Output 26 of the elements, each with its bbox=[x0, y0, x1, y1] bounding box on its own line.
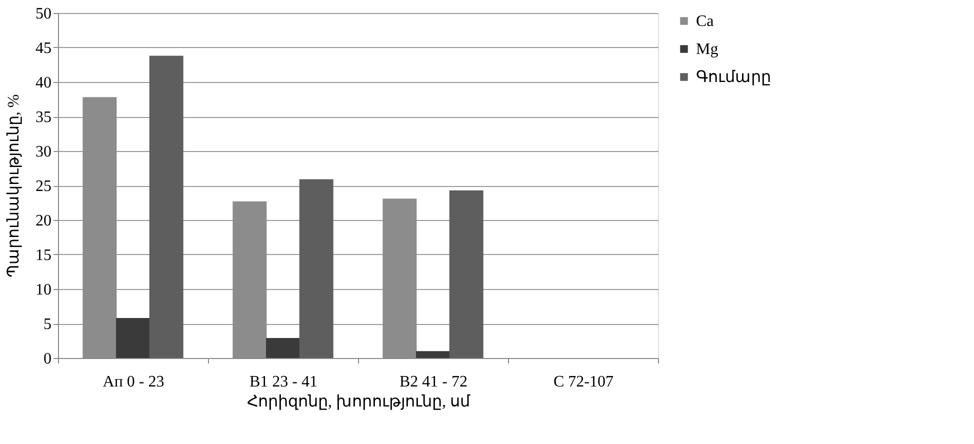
bar bbox=[116, 318, 150, 358]
y-tick-label: 20 bbox=[36, 212, 52, 230]
y-axis-title: Պարունակությունը, % bbox=[6, 94, 22, 278]
bar bbox=[266, 338, 300, 358]
y-tick-label: 30 bbox=[36, 144, 52, 160]
y-tick-label: 35 bbox=[36, 109, 52, 126]
legend-label: Գումարը bbox=[696, 69, 771, 86]
y-tick-label: 45 bbox=[36, 40, 52, 57]
x-tick-label: B2 41 - 72 bbox=[400, 374, 468, 390]
x-tick-label: B1 23 - 41 bbox=[250, 374, 318, 390]
y-tick-label: 50 bbox=[36, 6, 52, 22]
y-tick-label: 25 bbox=[36, 178, 52, 195]
bar bbox=[449, 190, 484, 358]
bar bbox=[299, 179, 334, 358]
legend-label: Mg bbox=[696, 41, 718, 58]
x-axis-title: Հորիզոնը, խորությունը, սմ bbox=[247, 394, 471, 410]
y-tick-label: 40 bbox=[36, 74, 52, 92]
y-tick-label: 0 bbox=[44, 350, 52, 368]
x-tick-label: C 72-107 bbox=[554, 374, 614, 390]
bar bbox=[149, 56, 184, 358]
y-tick-label: 15 bbox=[36, 247, 52, 264]
y-tick-label: 5 bbox=[44, 316, 52, 333]
x-tick-label: Aп 0 - 23 bbox=[102, 374, 164, 390]
bar bbox=[416, 351, 450, 358]
legend-label: Ca bbox=[696, 13, 714, 30]
y-tick-label: 10 bbox=[36, 282, 52, 298]
